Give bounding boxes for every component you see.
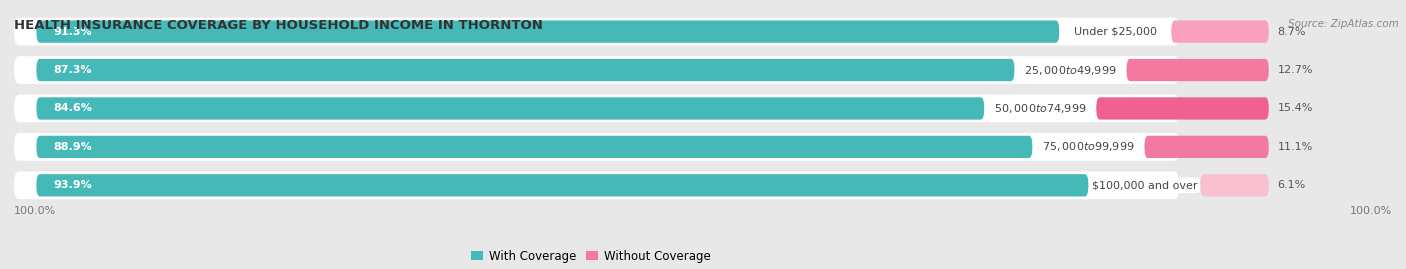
Text: $75,000 to $99,999: $75,000 to $99,999 — [1042, 140, 1135, 153]
Text: 100.0%: 100.0% — [1350, 206, 1392, 217]
FancyBboxPatch shape — [14, 95, 1180, 122]
FancyBboxPatch shape — [37, 174, 1088, 196]
FancyBboxPatch shape — [14, 133, 1180, 161]
Text: 93.9%: 93.9% — [53, 180, 91, 190]
FancyBboxPatch shape — [37, 20, 1059, 43]
FancyBboxPatch shape — [37, 97, 984, 120]
Text: $25,000 to $49,999: $25,000 to $49,999 — [1024, 63, 1116, 76]
FancyBboxPatch shape — [14, 18, 1180, 45]
Text: 87.3%: 87.3% — [53, 65, 91, 75]
Text: 91.3%: 91.3% — [53, 27, 91, 37]
FancyBboxPatch shape — [1097, 97, 1268, 120]
FancyBboxPatch shape — [1144, 136, 1268, 158]
Text: 84.6%: 84.6% — [53, 104, 91, 114]
Text: 8.7%: 8.7% — [1278, 27, 1306, 37]
Text: Source: ZipAtlas.com: Source: ZipAtlas.com — [1288, 19, 1399, 29]
Text: 100.0%: 100.0% — [14, 206, 56, 217]
Text: HEALTH INSURANCE COVERAGE BY HOUSEHOLD INCOME IN THORNTON: HEALTH INSURANCE COVERAGE BY HOUSEHOLD I… — [14, 19, 543, 32]
Text: 15.4%: 15.4% — [1278, 104, 1313, 114]
Text: 11.1%: 11.1% — [1278, 142, 1313, 152]
Text: 12.7%: 12.7% — [1278, 65, 1313, 75]
FancyBboxPatch shape — [1201, 174, 1268, 196]
FancyBboxPatch shape — [14, 56, 1180, 84]
FancyBboxPatch shape — [14, 171, 1180, 199]
Text: 6.1%: 6.1% — [1278, 180, 1306, 190]
Text: $100,000 and over: $100,000 and over — [1091, 180, 1197, 190]
Text: 88.9%: 88.9% — [53, 142, 91, 152]
FancyBboxPatch shape — [1126, 59, 1268, 81]
FancyBboxPatch shape — [37, 136, 1032, 158]
FancyBboxPatch shape — [1171, 20, 1268, 43]
Text: $50,000 to $74,999: $50,000 to $74,999 — [994, 102, 1087, 115]
FancyBboxPatch shape — [37, 59, 1015, 81]
Text: Under $25,000: Under $25,000 — [1074, 27, 1157, 37]
Legend: With Coverage, Without Coverage: With Coverage, Without Coverage — [467, 245, 716, 267]
